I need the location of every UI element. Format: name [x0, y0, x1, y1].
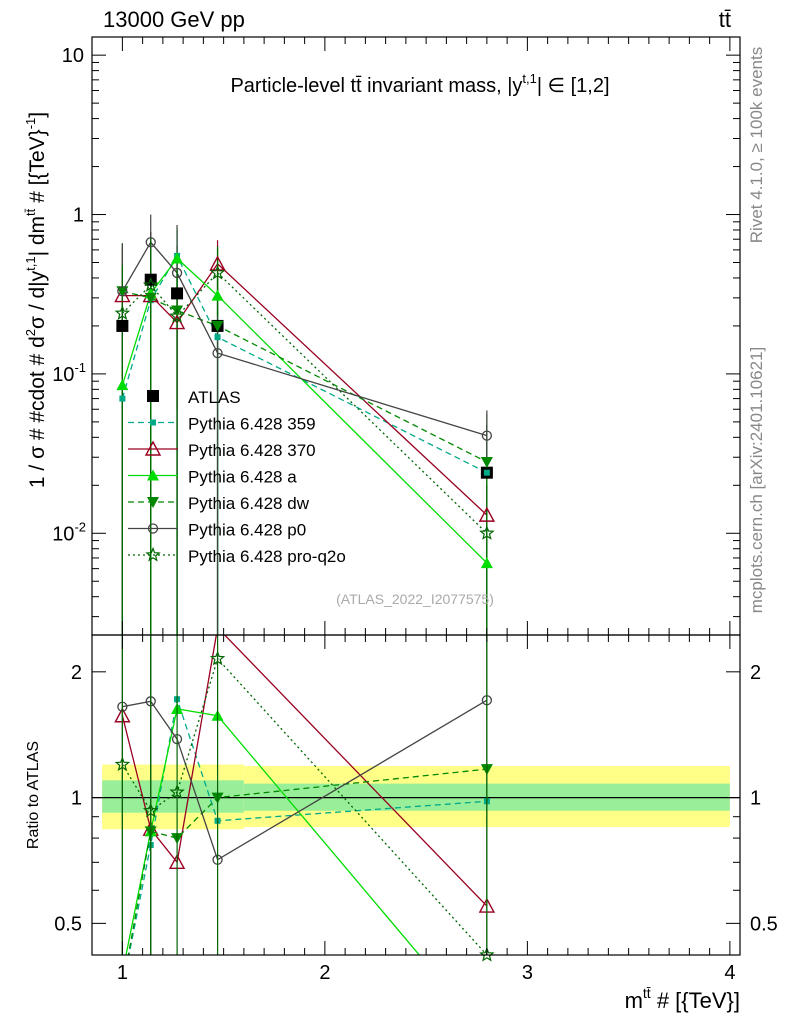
ratio-y-tick-label: 1 [71, 788, 82, 810]
y-axis-label: 1 / σ # #cdot # d2σ / d|yt,1| dmtt̄ # [{… [23, 112, 49, 488]
legend-label: Pythia 6.428 dw [188, 494, 310, 513]
ratio-point [169, 784, 185, 799]
legend-entry-pythia-6-428-p0: Pythia 6.428 p0 [128, 521, 306, 540]
legend-marker [147, 469, 159, 481]
legend-marker [144, 440, 162, 456]
series-line [122, 290, 488, 463]
data-point-pythia-6-428-p0 [171, 267, 183, 279]
ratio-point [114, 756, 131, 772]
data-point-pythia-6-428-pro-q2o [479, 525, 495, 540]
y-tick-label: 10 [62, 45, 84, 67]
ratio-y-tick-label-right: 0.5 [750, 913, 778, 935]
data-point-pythia-6-428-pro-q2o [114, 305, 131, 320]
ratio-line [127, 768, 487, 955]
source-label: mcplots.cern.ch [arXiv:2401.10621] [747, 347, 766, 613]
data-point-pythia-6-428-359 [483, 469, 490, 476]
data-point-pythia-6-428-p0 [145, 237, 156, 248]
legend-marker [147, 497, 159, 508]
ratio-y-tick-label: 2 [71, 662, 82, 684]
data-point-pythia-6-428-p0 [212, 347, 223, 359]
data-point-pythia-6-428-pro-q2o [209, 264, 226, 280]
data-point-pythia-6-428-pro-q2o [142, 277, 159, 292]
data-point-pythia-6-428-dw [116, 286, 129, 298]
data-point-pythia-6-428-dw [211, 320, 224, 332]
data-point-pythia-6-428-p0 [117, 286, 128, 297]
energy-label: 13000 GeV pp [103, 7, 245, 32]
data-point-pythia-6-428-a [211, 289, 224, 301]
legend-marker [147, 390, 159, 402]
main-plot-panel: 10-2 10-1 1 10 Particle-level tt̄ invariant… [23, 36, 741, 636]
legend: ATLAS Pythia 6.428 359 Pythia 6.428 370 Pyt… [128, 388, 346, 566]
legend-marker [150, 419, 156, 426]
legend-label: Pythia 6.428 370 [188, 441, 316, 460]
x-tick-label: 2 [319, 962, 330, 984]
x-tick-label: 4 [724, 962, 735, 984]
ratio-series-pythia-6-428-pro-q2o [114, 635, 495, 962]
ratio-y-axis-label: Ratio to ATLAS [25, 741, 42, 849]
data-point-pythia-6-428-pro-q2o [169, 308, 185, 323]
ratio-point [209, 650, 226, 666]
data-point-pythia-6-428-a [116, 379, 129, 391]
legend-label: ATLAS [188, 388, 241, 407]
data-point-atlas [171, 287, 184, 300]
legend-label: Pythia 6.428 a [188, 468, 297, 487]
data-point-pythia-6-428-a [480, 557, 493, 569]
data-point-pythia-6-428-370 [168, 314, 186, 330]
plot-title: Particle-level tt̄ invariant mass, |yt,1… [230, 71, 609, 97]
ratio-point [479, 946, 495, 962]
legend-entry-pythia-6-428-pro-q2o: Pythia 6.428 pro-q2o [128, 546, 346, 566]
data-point-pythia-6-428-370 [114, 287, 131, 303]
data-point-pythia-6-428-359 [119, 395, 126, 402]
data-point-pythia-6-428-dw [480, 457, 493, 469]
legend-marker [147, 523, 159, 534]
data-point-pythia-6-428-370 [478, 506, 496, 522]
legend-entry-pythia-6-428-359: Pythia 6.428 359 [128, 415, 316, 434]
process-label: tt̄ [719, 7, 731, 32]
ratio-plot-panel: 0.5 0.5 1 1 2 2 1 2 3 4 Ratio to ATLAS mtt̄ # [{T… [25, 634, 778, 1013]
y-tick-label: 10-2 [52, 519, 86, 545]
legend-label: Pythia 6.428 pro-q2o [188, 547, 346, 566]
legend-label: Pythia 6.428 359 [188, 415, 316, 434]
y-tick-label: 10-1 [52, 360, 86, 386]
legend-entry-pythia-6-428-a: Pythia 6.428 a [128, 468, 297, 487]
data-point-pythia-6-428-p0 [481, 430, 493, 441]
data-point-pythia-6-428-359 [214, 334, 221, 341]
legend-marker [145, 546, 161, 562]
data-point-atlas [116, 319, 129, 332]
ratio-y-tick-label-right: 1 [750, 788, 761, 810]
main-plot-frame [91, 36, 741, 636]
legend-entry-pythia-6-428-370: Pythia 6.428 370 [128, 440, 316, 460]
ratio-point [142, 802, 159, 818]
legend-entry-atlas: ATLAS [147, 388, 241, 407]
ratio-y-tick-label-right: 2 [750, 662, 761, 684]
ratio-y-tick-label: 0.5 [54, 913, 82, 935]
ratio-plot-frame [91, 634, 741, 956]
legend-entry-pythia-6-428-dw: Pythia 6.428 dw [128, 494, 310, 513]
y-tick-label: 1 [73, 205, 84, 227]
x-tick-label: 1 [117, 962, 128, 984]
x-axis-label: mtt̄ # [{TeV}] [625, 985, 740, 1013]
x-tick-label: 3 [522, 962, 533, 984]
data-point-pythia-6-428-dw [144, 292, 157, 304]
data-point-pythia-6-428-a [171, 252, 184, 264]
rivet-version-label: Rivet 4.1.0, ≥ 100k events [747, 47, 766, 243]
analysis-watermark: (ATLAS_2022_I2077575) [336, 591, 494, 607]
legend-label: Pythia 6.428 p0 [188, 521, 306, 540]
data-point-pythia-6-428-370 [209, 255, 226, 271]
